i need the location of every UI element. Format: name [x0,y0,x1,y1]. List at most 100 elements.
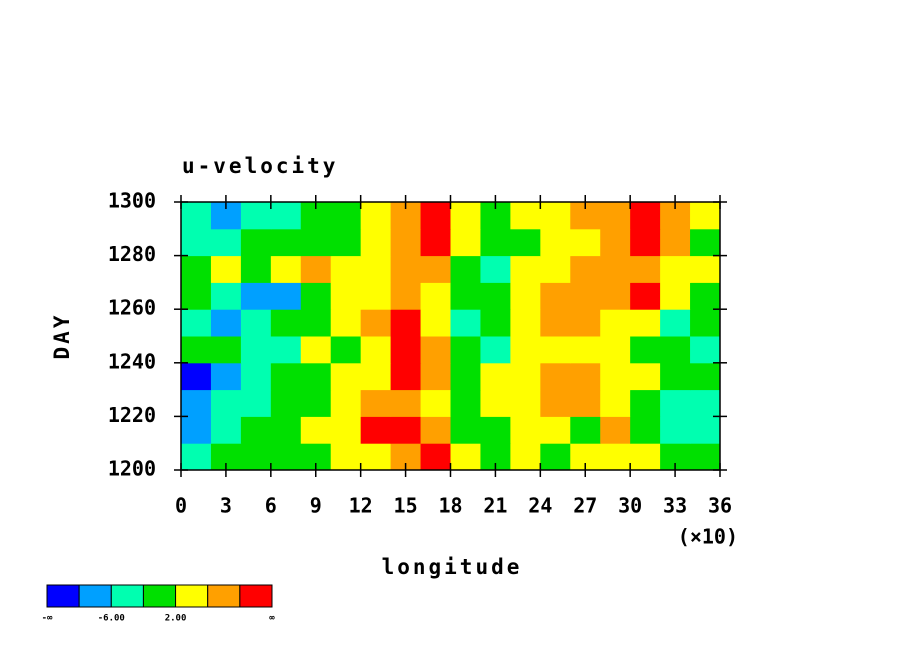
heat-cell [540,443,571,471]
heat-cell [450,202,481,230]
heat-cell [600,362,631,391]
heat-cell [330,202,362,230]
heat-cell [690,416,721,444]
heat-cell [600,309,631,337]
heat-cell [360,228,392,257]
heat-cell [181,416,212,444]
heat-cell [480,255,511,283]
x-tick-label: 12 [349,494,373,518]
heat-cell [660,336,691,364]
heat-cell [480,336,511,364]
y-tick-label: 1280 [108,242,156,266]
heat-cell [360,282,392,310]
heat-cell [420,362,451,391]
heat-cell [360,202,392,230]
colorbar-label: -∞ [42,614,53,624]
heat-cell [510,336,541,364]
heat-cell [390,282,422,310]
colorbar-label: ∞ [269,614,275,624]
heat-cell [330,282,362,310]
heat-cell [690,336,721,364]
heat-cell [210,309,242,337]
heat-cell [630,282,661,310]
heat-cell [570,389,601,417]
heat-cell [210,255,242,283]
heat-cell [660,255,691,283]
x-tick-label: 21 [483,494,507,518]
heat-cell [240,309,272,337]
heat-cell [510,282,541,310]
x-tick-label: 24 [528,494,552,518]
heat-cell [570,309,601,337]
x-axis-label: longitude [382,555,523,579]
heat-cell [420,309,451,337]
heat-cell [300,255,332,283]
heat-cell [270,282,302,310]
heat-cell [240,228,272,257]
heat-cell [420,389,451,417]
heat-cell [240,362,272,391]
heat-cell [600,228,631,257]
heat-cell [330,443,362,471]
heat-cell [330,389,362,417]
x-tick-label: 0 [175,494,187,518]
heat-cell [420,282,451,310]
heat-cell [600,255,631,283]
heat-cell [660,309,691,337]
heat-cell [690,255,721,283]
heat-cell [390,255,422,283]
heat-cell [181,389,212,417]
heat-cell [630,416,661,444]
heat-cell [540,282,571,310]
heat-cell [390,336,422,364]
heat-cell [600,202,631,230]
heat-cell [240,282,272,310]
heat-cell [330,336,362,364]
heat-cell [540,228,571,257]
heat-cell [570,228,601,257]
x-tick-label: 30 [618,494,642,518]
heat-cell [270,309,302,337]
heat-cell [270,416,302,444]
heat-cell [570,255,601,283]
heat-cell [330,255,362,283]
heat-cell [480,362,511,391]
heat-cell [600,336,631,364]
heat-cell [630,255,661,283]
heat-cell [450,443,481,471]
heat-cell [300,282,332,310]
heat-cell [600,282,631,310]
heat-cell [270,255,302,283]
heat-cell [570,416,601,444]
heat-cell [570,362,601,391]
heat-cell [600,416,631,444]
y-tick-label: 1300 [108,189,156,213]
x-tick-label: 27 [573,494,597,518]
heat-cell [510,389,541,417]
heat-cell [181,443,212,471]
heat-cell [390,416,422,444]
heat-cell [450,282,481,310]
heat-cell [181,309,212,337]
heat-cell [690,309,721,337]
heat-cell [450,336,481,364]
heat-cell [300,362,332,391]
heat-cell [210,416,242,444]
heat-cell [181,228,212,257]
heat-cell [510,228,541,257]
heat-cell [690,202,721,230]
heat-cell [330,362,362,391]
heat-cell [540,255,571,283]
heat-cell [330,309,362,337]
heat-cell [630,202,661,230]
heat-cell [420,228,451,257]
heat-cell [450,389,481,417]
heat-cell [270,336,302,364]
heat-cell [420,202,451,230]
heat-cell [270,362,302,391]
heat-cell [360,255,392,283]
heat-cell [240,416,272,444]
chart-title: u-velocity [182,154,338,178]
heat-cell [540,202,571,230]
heat-cell [600,443,631,471]
